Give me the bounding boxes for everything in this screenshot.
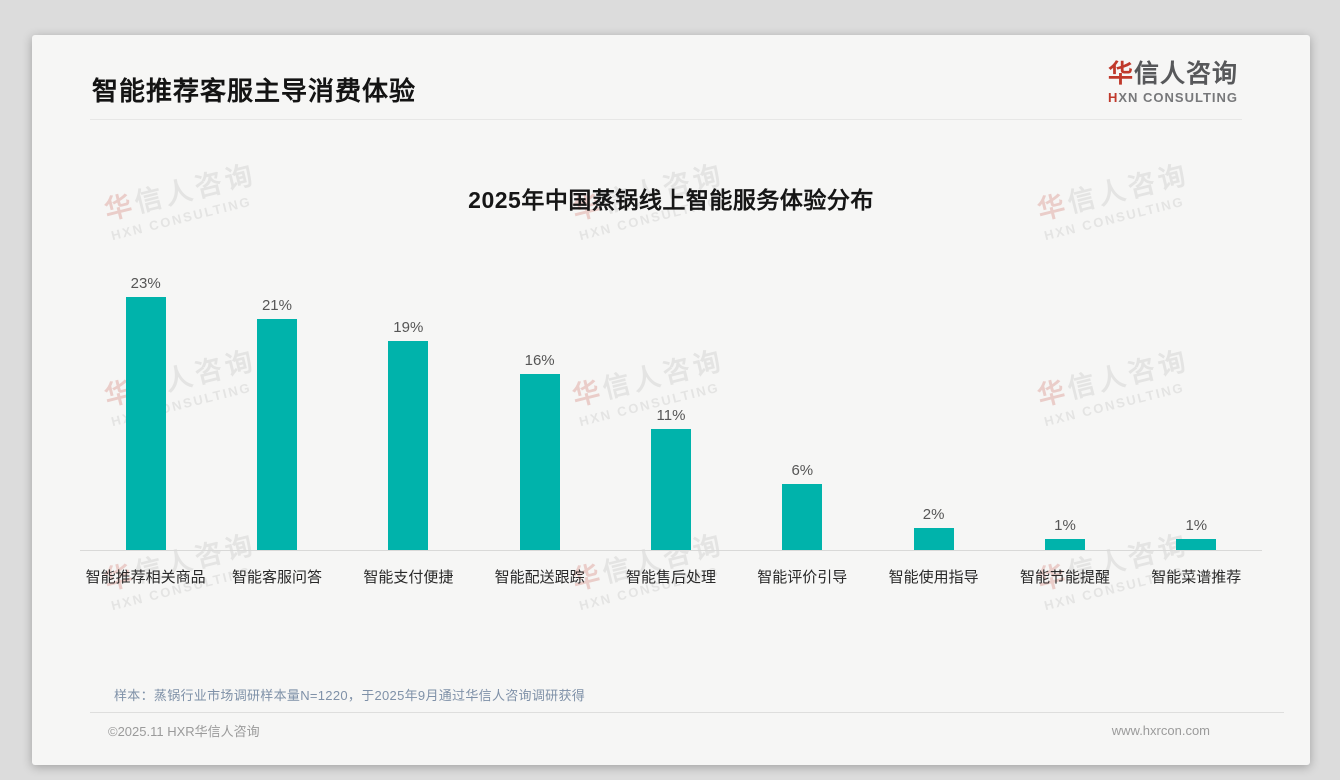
bar bbox=[782, 484, 823, 550]
bar-value-label: 6% bbox=[791, 462, 814, 479]
slide-card: 华信人咨询 HXN CONSULTING 华信人咨询 HXN CONSULTING 华信… bbox=[32, 35, 1310, 765]
bar bbox=[913, 528, 954, 550]
bar-value-label: 19% bbox=[393, 319, 424, 336]
bar-column: 23% bbox=[80, 275, 211, 550]
bar-value-label: 21% bbox=[261, 297, 292, 314]
bar-value-label: 16% bbox=[524, 352, 555, 369]
bar-category-label: 智能推荐相关商品 bbox=[85, 569, 206, 586]
bar-value-label: 2% bbox=[922, 506, 945, 523]
company-logo: 华信人咨询 HXN CONSULTING bbox=[1108, 59, 1238, 105]
footer-divider bbox=[90, 712, 1284, 713]
bar-column: 19% bbox=[343, 319, 474, 550]
bar-column: 2% bbox=[868, 506, 999, 550]
bar-column: 11% bbox=[605, 407, 736, 550]
bar-value-label: 23% bbox=[130, 275, 161, 292]
bar bbox=[256, 319, 297, 550]
page-title: 智能推荐客服主导消费体验 bbox=[92, 76, 417, 106]
chart-title: 2025年中国蒸锅线上智能服务体验分布 bbox=[468, 187, 874, 213]
logo-cn-rest: 信人咨询 bbox=[1133, 60, 1238, 88]
bar-column: 1% bbox=[1131, 517, 1262, 550]
bar-category-label: 智能售后处理 bbox=[625, 569, 716, 586]
bar-chart-category-labels: 智能推荐相关商品 智能客服问答 智能支付便捷 智能配送跟踪 智能售后处理 智能评价引导 智能… bbox=[80, 552, 1262, 587]
bar-column: 21% bbox=[211, 297, 342, 550]
logo-english-name: HXN CONSULTING bbox=[1108, 90, 1238, 105]
bar bbox=[1176, 539, 1217, 550]
bar-category-label: 智能使用指导 bbox=[888, 569, 979, 586]
bar-column: 16% bbox=[474, 352, 605, 550]
bar-column: 1% bbox=[999, 517, 1130, 550]
header-divider bbox=[90, 119, 1242, 120]
bar-category-label: 智能评价引导 bbox=[757, 569, 848, 586]
bar-value-label: 1% bbox=[1185, 517, 1208, 534]
bar-chart: 23% 21% 19% 16% 11% 6% 2% 1% 1% bbox=[80, 261, 1262, 551]
bar-category-label: 智能菜谱推荐 bbox=[1151, 569, 1242, 586]
logo-cn-first-char: 华 bbox=[1107, 60, 1134, 88]
footer-website: www.hxrcon.com bbox=[1111, 723, 1210, 738]
bar-category-label: 智能客服问答 bbox=[231, 569, 322, 586]
sample-note: 样本：蒸锅行业市场调研样本量N=1220，于2025年9月通过华信人咨询调研获得 bbox=[114, 688, 586, 703]
logo-chinese-name: 华信人咨询 bbox=[1108, 59, 1238, 89]
footer-copyright: ©2025.11 HXR华信人咨询 bbox=[108, 724, 260, 739]
bar-category-label: 智能支付便捷 bbox=[363, 569, 454, 586]
bar bbox=[1044, 539, 1085, 550]
bar-value-label: 11% bbox=[656, 407, 686, 424]
bar-column: 6% bbox=[737, 462, 868, 550]
bar-category-label: 智能节能提醒 bbox=[1019, 569, 1110, 586]
logo-en-rest: XN CONSULTING bbox=[1118, 90, 1238, 105]
bar bbox=[650, 429, 691, 550]
bar-value-label: 1% bbox=[1054, 517, 1076, 534]
logo-en-first-char: H bbox=[1107, 90, 1119, 105]
bar bbox=[519, 374, 560, 550]
bar bbox=[125, 297, 166, 550]
bar bbox=[388, 341, 429, 550]
bar-category-label: 智能配送跟踪 bbox=[494, 569, 585, 586]
